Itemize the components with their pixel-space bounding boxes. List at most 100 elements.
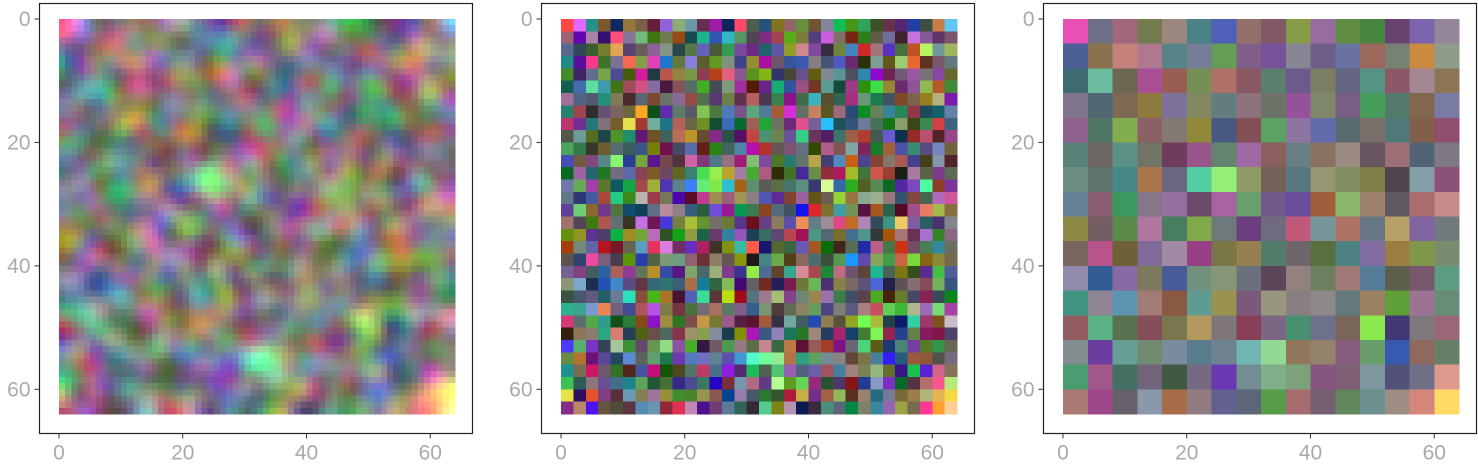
heatmap-cell (201, 358, 208, 365)
heatmap-cell (424, 99, 431, 106)
heatmap-cell (294, 161, 301, 168)
heatmap-cell (945, 81, 958, 94)
heatmap-cell (78, 38, 85, 45)
heatmap-cell (648, 81, 661, 94)
heatmap-cell (158, 334, 165, 341)
heatmap-cell (399, 309, 406, 316)
heatmap-cell (331, 130, 338, 137)
heatmap-cell (412, 278, 419, 285)
heatmap-cell (201, 291, 208, 298)
heatmap-cell (146, 358, 153, 365)
heatmap-cell (139, 340, 146, 347)
heatmap-cell (59, 31, 66, 38)
heatmap-cell (710, 142, 723, 155)
heatmap-cell (722, 241, 735, 254)
heatmap-cell (611, 167, 624, 180)
heatmap-cell (870, 241, 883, 254)
heatmap-cell (109, 99, 116, 106)
heatmap-cell (102, 25, 109, 32)
heatmap-cell (945, 44, 958, 57)
heatmap-cell (139, 210, 146, 217)
heatmap-cell (399, 328, 406, 335)
heatmap-cell (257, 321, 264, 328)
heatmap-cell (133, 297, 140, 304)
heatmap-cell (393, 303, 400, 310)
heatmap-cell (189, 136, 196, 143)
heatmap-cell (208, 161, 215, 168)
heatmap-cell (288, 291, 295, 298)
heatmap-cell (214, 371, 221, 378)
heatmap-cell (263, 38, 270, 45)
heatmap-cell (65, 309, 72, 316)
heatmap-cell (238, 161, 245, 168)
heatmap-cell (201, 328, 208, 335)
heatmap-cell (833, 142, 846, 155)
heatmap-cell (611, 105, 624, 118)
heatmap-cell (257, 408, 264, 415)
heatmap-cell (238, 130, 245, 137)
heatmap-cell (635, 340, 648, 353)
heatmap-cell (883, 278, 896, 291)
heatmap-cell (356, 19, 363, 26)
heatmap-cell (300, 284, 307, 291)
heatmap-cell (362, 334, 369, 341)
heatmap-cell (920, 93, 933, 106)
heatmap-cell (436, 371, 443, 378)
heatmap-cell (381, 99, 388, 106)
heatmap-cell (146, 192, 153, 199)
heatmap-cell (418, 112, 425, 119)
heatmap-cell (238, 309, 245, 316)
heatmap-cell (722, 266, 735, 279)
heatmap-cell (747, 68, 760, 81)
heatmap-cell (71, 340, 78, 347)
heatmap-cell (220, 247, 227, 254)
heatmap-cell (84, 309, 91, 316)
heatmap-cell (870, 229, 883, 242)
heatmap-cell (195, 93, 202, 100)
heatmap-cell (424, 173, 431, 180)
heatmap-cell (368, 173, 375, 180)
heatmap-cell (269, 365, 276, 372)
heatmap-cell (325, 204, 332, 211)
heatmap-cell (809, 44, 822, 57)
heatmap-cell (288, 278, 295, 285)
heatmap-cell (344, 136, 351, 143)
heatmap-cell (189, 358, 196, 365)
heatmap-cell (189, 68, 196, 75)
heatmap-cell (276, 149, 283, 156)
heatmap-cell (895, 192, 908, 205)
heatmap-cell (201, 50, 208, 57)
heatmap-cell (375, 161, 382, 168)
heatmap-cell (195, 223, 202, 230)
heatmap-cell (436, 278, 443, 285)
heatmap-cell (685, 68, 698, 81)
heatmap-cell (189, 352, 196, 359)
heatmap-cell (71, 99, 78, 106)
heatmap-cell (418, 402, 425, 409)
heatmap-cell (399, 272, 406, 279)
heatmap-cell (344, 99, 351, 106)
heatmap-cell (251, 309, 258, 316)
heatmap-cell (710, 105, 723, 118)
heatmap-cell (337, 25, 344, 32)
heatmap-cell (282, 408, 289, 415)
heatmap-cell (381, 161, 388, 168)
heatmap-cell (71, 315, 78, 322)
heatmap-cell (269, 99, 276, 106)
heatmap-cell (945, 68, 958, 81)
heatmap-cell (214, 161, 221, 168)
heatmap-cell (734, 254, 747, 267)
heatmap-cell (133, 192, 140, 199)
heatmap-cell (685, 328, 698, 341)
heatmap-cell (170, 346, 177, 353)
heatmap-cell (672, 105, 685, 118)
heatmap-cell (282, 297, 289, 304)
heatmap-cell (796, 93, 809, 106)
heatmap-cell (331, 167, 338, 174)
heatmap-cell (127, 266, 134, 273)
heatmap-cell (238, 241, 245, 248)
heatmap-cell (133, 309, 140, 316)
heatmap-cell (307, 198, 314, 205)
heatmap-cell (449, 241, 456, 248)
heatmap-cell (127, 210, 134, 217)
